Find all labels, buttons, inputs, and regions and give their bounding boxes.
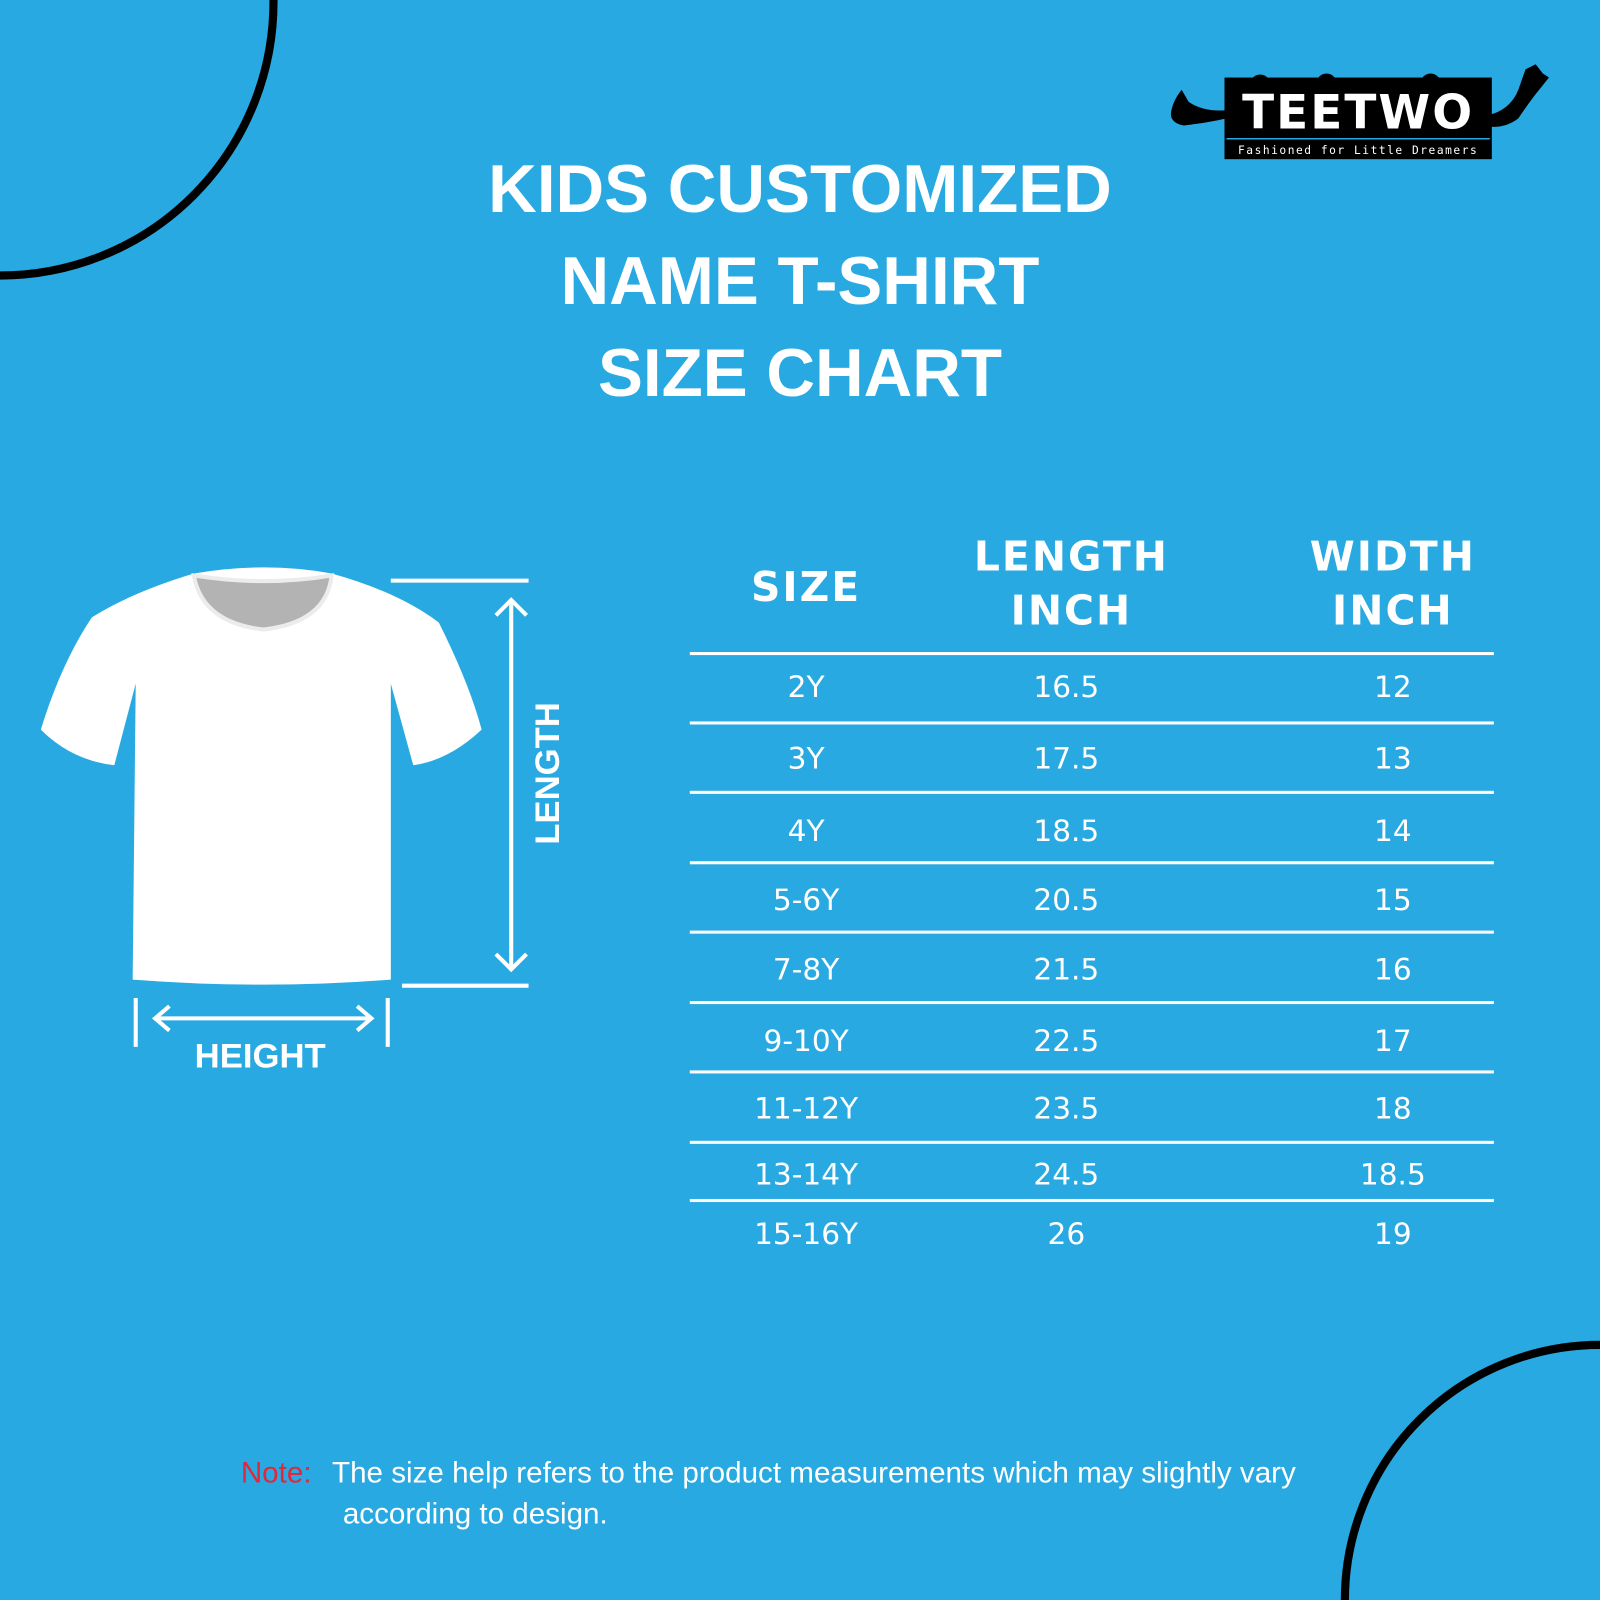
table-cell: 18.5 — [1359, 1157, 1426, 1192]
table-cell: 7-8Y — [772, 952, 840, 987]
table-cell: 18 — [1374, 1090, 1412, 1126]
row-divider — [689, 721, 1494, 725]
tshirt-diagram: LENGTH HEIGHT — [40, 567, 567, 1075]
note-text: The size help refers to the product meas… — [332, 1457, 1296, 1490]
row-divider — [689, 1001, 1494, 1005]
svg-text:Fashioned for Little Dreamers: Fashioned for Little Dreamers — [1238, 144, 1478, 157]
page-title: KIDS CUSTOMIZED NAME T-SHIRT SIZE CHART — [488, 151, 1112, 411]
length-label: LENGTH — [529, 702, 567, 845]
column-header: LENGTH INCH — [973, 533, 1169, 635]
column-header: WIDTH INCH — [1309, 533, 1476, 635]
svg-text:TEETWO: TEETWO — [1242, 86, 1474, 141]
table-cell: 24.5 — [1033, 1157, 1100, 1192]
table-cell: 22.5 — [1033, 1023, 1100, 1059]
table-cell: 15 — [1374, 882, 1412, 918]
height-label: HEIGHT — [195, 1037, 326, 1075]
note-text-2: according to design. — [342, 1497, 608, 1531]
row-divider — [689, 1070, 1494, 1074]
table-cell: 9-10Y — [763, 1023, 849, 1059]
table-cell: 13-14Y — [754, 1157, 859, 1192]
top-left-arc — [0, 0, 278, 280]
row-divider — [689, 790, 1494, 794]
table-cell: 17 — [1374, 1023, 1412, 1059]
table-cell: 20.5 — [1033, 882, 1100, 918]
table-cell: 26 — [1047, 1216, 1086, 1252]
table-cell: 12 — [1374, 669, 1412, 705]
note-label: Note: — [240, 1457, 312, 1490]
table-cell: 11-12Y — [754, 1090, 859, 1126]
table-cell: 5-6Y — [772, 882, 840, 918]
table-cell: 4Y — [787, 813, 825, 848]
table-cell: 23.5 — [1033, 1090, 1100, 1126]
note: Note: The size help refers to the produc… — [241, 1453, 1296, 1535]
row-divider — [689, 1198, 1494, 1203]
row-divider — [689, 1140, 1494, 1144]
table-cell: 13 — [1374, 740, 1412, 776]
row-divider — [689, 861, 1494, 865]
table-cell: 14 — [1374, 813, 1412, 848]
table-cell: 21.5 — [1033, 952, 1100, 987]
table-cell: 19 — [1374, 1216, 1412, 1252]
row-divider — [689, 930, 1494, 934]
table-cell: 18.5 — [1033, 813, 1100, 848]
table-cell: 3Y — [787, 740, 825, 776]
bottom-right-arc — [1340, 1340, 1600, 1600]
column-header: SIZE — [750, 564, 862, 612]
table-cell: 16.5 — [1033, 669, 1100, 705]
teetwo-logo: TEETWO Fashioned for Little Dreamers — [1163, 59, 1551, 161]
table-cell: 2Y — [787, 669, 825, 705]
table-cell: 15-16Y — [754, 1216, 859, 1252]
table-cell: 17.5 — [1033, 740, 1100, 776]
row-divider — [689, 652, 1494, 656]
table-cell: 16 — [1374, 952, 1412, 987]
tshirt-icon — [40, 567, 482, 985]
